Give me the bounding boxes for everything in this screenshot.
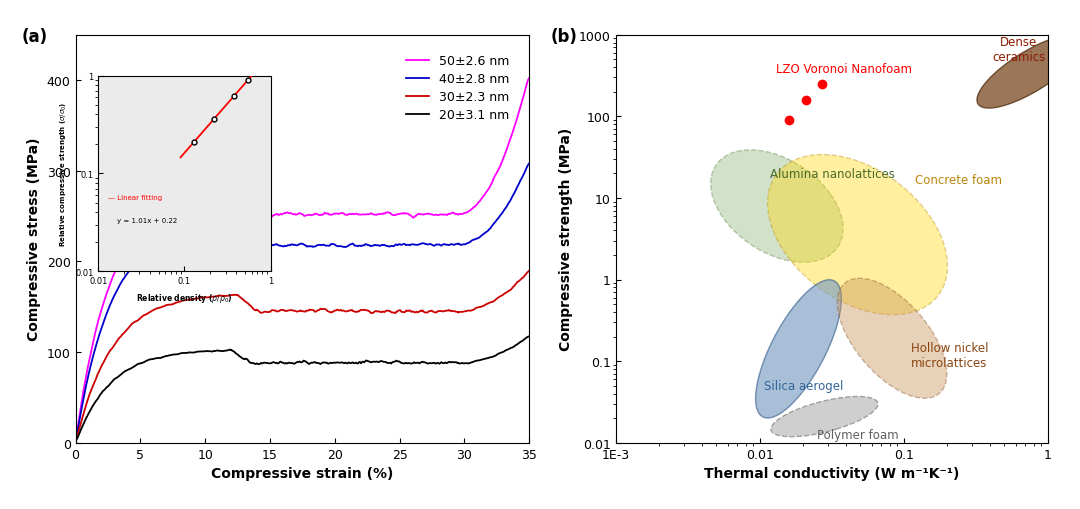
Text: Silica aerogel: Silica aerogel [764,379,843,392]
40±2.8 nm [458,242,471,248]
Polygon shape [768,155,947,315]
Text: (a): (a) [22,27,48,45]
50±2.6 nm [112,262,125,268]
Text: LZO Voronoi Nanofoam: LZO Voronoi Nanofoam [777,63,912,76]
Text: Polymer foam: Polymer foam [818,428,899,441]
Text: (b): (b) [551,27,578,45]
50±2.6 nm [219,198,232,204]
30±2.3 nm [138,312,151,318]
Polygon shape [771,397,878,437]
40±2.8 nm [136,254,149,260]
30±2.3 nm [458,308,471,315]
40±2.8 nm [523,161,536,167]
Y-axis label: Compressive stress (MPa): Compressive stress (MPa) [27,137,41,341]
50±2.6 nm [221,199,234,205]
X-axis label: Compressive strain (%): Compressive strain (%) [212,466,393,480]
40±2.8 nm [228,228,241,234]
Text: Dense
ceramics: Dense ceramics [993,36,1045,64]
20±3.1 nm [114,372,127,378]
30±2.3 nm [232,294,245,300]
Line: 50±2.6 nm: 50±2.6 nm [76,79,529,437]
40±2.8 nm [114,281,127,288]
Line: 40±2.8 nm: 40±2.8 nm [76,164,529,438]
20±3.1 nm [485,354,498,360]
30±2.3 nm [234,295,247,301]
50±2.6 nm [485,181,498,187]
Legend: 50±2.6 nm, 40±2.8 nm, 30±2.3 nm, 20±3.1 nm: 50±2.6 nm, 40±2.8 nm, 30±2.3 nm, 20±3.1 … [401,50,514,127]
30±2.3 nm [69,436,82,442]
Polygon shape [756,280,841,418]
30±2.3 nm [485,299,498,305]
Text: Hollow nickel
microlattices: Hollow nickel microlattices [910,341,988,369]
Polygon shape [977,36,1080,109]
50±2.6 nm [69,434,82,440]
50±2.6 nm [523,76,536,82]
40±2.8 nm [485,223,498,230]
Line: 20±3.1 nm: 20±3.1 nm [76,336,529,441]
20±3.1 nm [228,349,241,355]
20±3.1 nm [226,348,239,354]
40±2.8 nm [69,435,82,441]
30±2.3 nm [523,268,536,274]
Y-axis label: Compressive strength (MPa): Compressive strength (MPa) [559,128,573,351]
X-axis label: Thermal conductivity (W m⁻¹K⁻¹): Thermal conductivity (W m⁻¹K⁻¹) [704,466,959,480]
50±2.6 nm [133,230,146,236]
30±2.3 nm [116,332,129,338]
20±3.1 nm [458,361,471,367]
50±2.6 nm [458,211,471,217]
20±3.1 nm [523,333,536,340]
20±3.1 nm [69,438,82,444]
Text: Alumina nanolattices: Alumina nanolattices [770,167,894,181]
Text: Concrete foam: Concrete foam [915,174,1002,187]
Polygon shape [711,151,843,263]
40±2.8 nm [226,226,239,232]
Line: 30±2.3 nm: 30±2.3 nm [76,271,529,439]
20±3.1 nm [136,360,149,366]
Polygon shape [837,279,947,399]
